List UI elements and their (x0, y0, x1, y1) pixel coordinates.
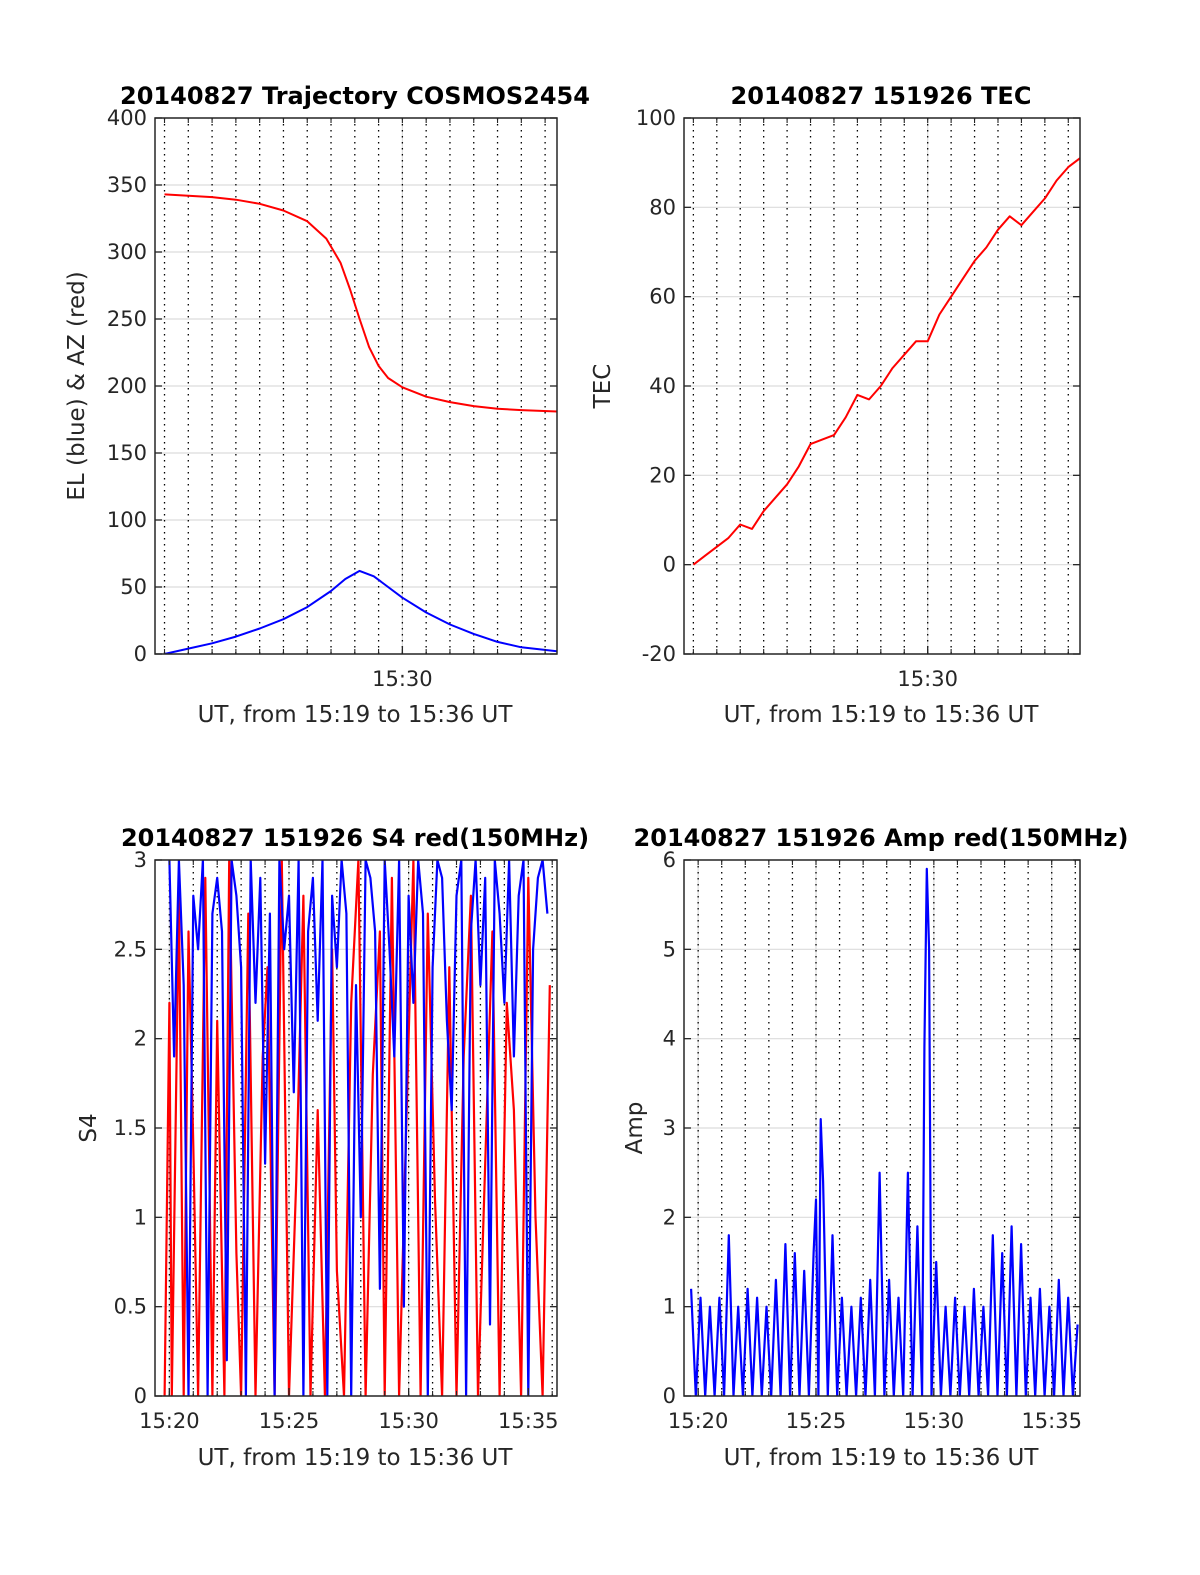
s4-ylabel: S4 (76, 1113, 102, 1142)
y-tick-label: 150 (107, 441, 147, 465)
y-tick-label: 1 (663, 1295, 676, 1319)
x-tick-label: 15:35 (1021, 1409, 1082, 1433)
y-tick-label: 2 (663, 1205, 676, 1229)
x-tick-label: 15:30 (378, 1409, 439, 1433)
trajectory-xlabel: UT, from 15:19 to 15:36 UT (198, 702, 514, 728)
s4-title: 20140827 151926 S4 red(150MHz) (121, 824, 589, 852)
tec-ylabel: TEC (590, 364, 616, 410)
x-tick-label: 15:35 (498, 1409, 559, 1433)
y-tick-label: 20 (649, 463, 676, 487)
series-line-1 (163, 860, 551, 1396)
trajectory-title: 20140827 Trajectory COSMOS2454 (120, 82, 590, 110)
y-tick-label: 400 (107, 106, 147, 130)
series-line-1 (164, 193, 557, 413)
y-tick-label: 3 (663, 1116, 676, 1140)
y-tick-label: 1.5 (114, 1116, 147, 1140)
y-tick-label: 60 (649, 285, 676, 309)
tec-plot: -20 0 20 40 60 80 100 15:30 (636, 106, 1081, 691)
x-tick-label: 15:30 (904, 1409, 965, 1433)
x-tick-label: 15:30 (372, 667, 433, 691)
amp-ylabel: Amp (622, 1102, 648, 1155)
s4-plot: 0 0.5 1 1.5 2 2.5 3 15:20 15:25 15:30 15:35 (114, 848, 559, 1433)
amp-title: 20140827 151926 Amp red(150MHz) (634, 824, 1129, 852)
y-tick-label: 300 (107, 240, 147, 264)
trajectory-plot: 0 50 100 150 200 250 300 350 400 15:30 (107, 106, 558, 691)
panel-trajectory: 20140827 Trajectory COSMOS2454 EL (blue)… (64, 82, 590, 728)
y-tick-label: 4 (663, 1027, 676, 1051)
s4-xlabel: UT, from 15:19 to 15:36 UT (198, 1445, 514, 1471)
series-line-2 (168, 860, 549, 1396)
y-tick-label: 350 (107, 173, 147, 197)
panel-amp: 20140827 151926 Amp red(150MHz) Amp UT, … (622, 824, 1128, 1471)
tec-title: 20140827 151926 TEC (731, 82, 1032, 110)
x-tick-label: 15:30 (897, 667, 958, 691)
y-tick-label: 5 (663, 937, 676, 961)
trajectory-ylabel: EL (blue) & AZ (red) (64, 271, 90, 500)
amp-xlabel: UT, from 15:19 to 15:36 UT (724, 1445, 1040, 1471)
tec-xlabel: UT, from 15:19 to 15:36 UT (724, 702, 1040, 728)
y-tick-label: 0 (134, 642, 147, 666)
y-tick-label: 0 (663, 553, 676, 577)
x-tick-label: 15:20 (139, 1409, 200, 1433)
y-tick-label: 50 (120, 575, 147, 599)
y-tick-label: 6 (663, 848, 676, 872)
y-tick-label: -20 (642, 642, 676, 666)
y-tick-label: 3 (134, 848, 147, 872)
y-tick-label: 250 (107, 307, 147, 331)
panel-s4: 20140827 151926 S4 red(150MHz) S4 UT, fr… (76, 824, 589, 1471)
y-tick-label: 200 (107, 374, 147, 398)
series-line-2 (164, 569, 557, 654)
y-tick-label: 0 (663, 1384, 676, 1408)
y-tick-label: 0 (134, 1384, 147, 1408)
series-line-1 (692, 157, 1080, 566)
panel-tec: 20140827 151926 TEC TEC UT, from 15:19 t… (590, 82, 1081, 728)
x-tick-label: 15:25 (786, 1409, 847, 1433)
y-tick-label: 80 (649, 195, 676, 219)
y-tick-label: 2.5 (114, 937, 147, 961)
amp-plot: 0 1 2 3 4 5 6 15:20 15:25 15:30 15:35 (663, 848, 1082, 1433)
y-tick-label: 100 (107, 508, 147, 532)
y-tick-label: 40 (649, 374, 676, 398)
y-tick-label: 0.5 (114, 1295, 147, 1319)
y-tick-label: 2 (134, 1027, 147, 1051)
x-tick-label: 15:25 (259, 1409, 320, 1433)
y-tick-label: 1 (134, 1205, 147, 1229)
series-line-1 (690, 867, 1079, 1396)
x-tick-label: 15:20 (668, 1409, 729, 1433)
y-tick-label: 100 (636, 106, 676, 130)
